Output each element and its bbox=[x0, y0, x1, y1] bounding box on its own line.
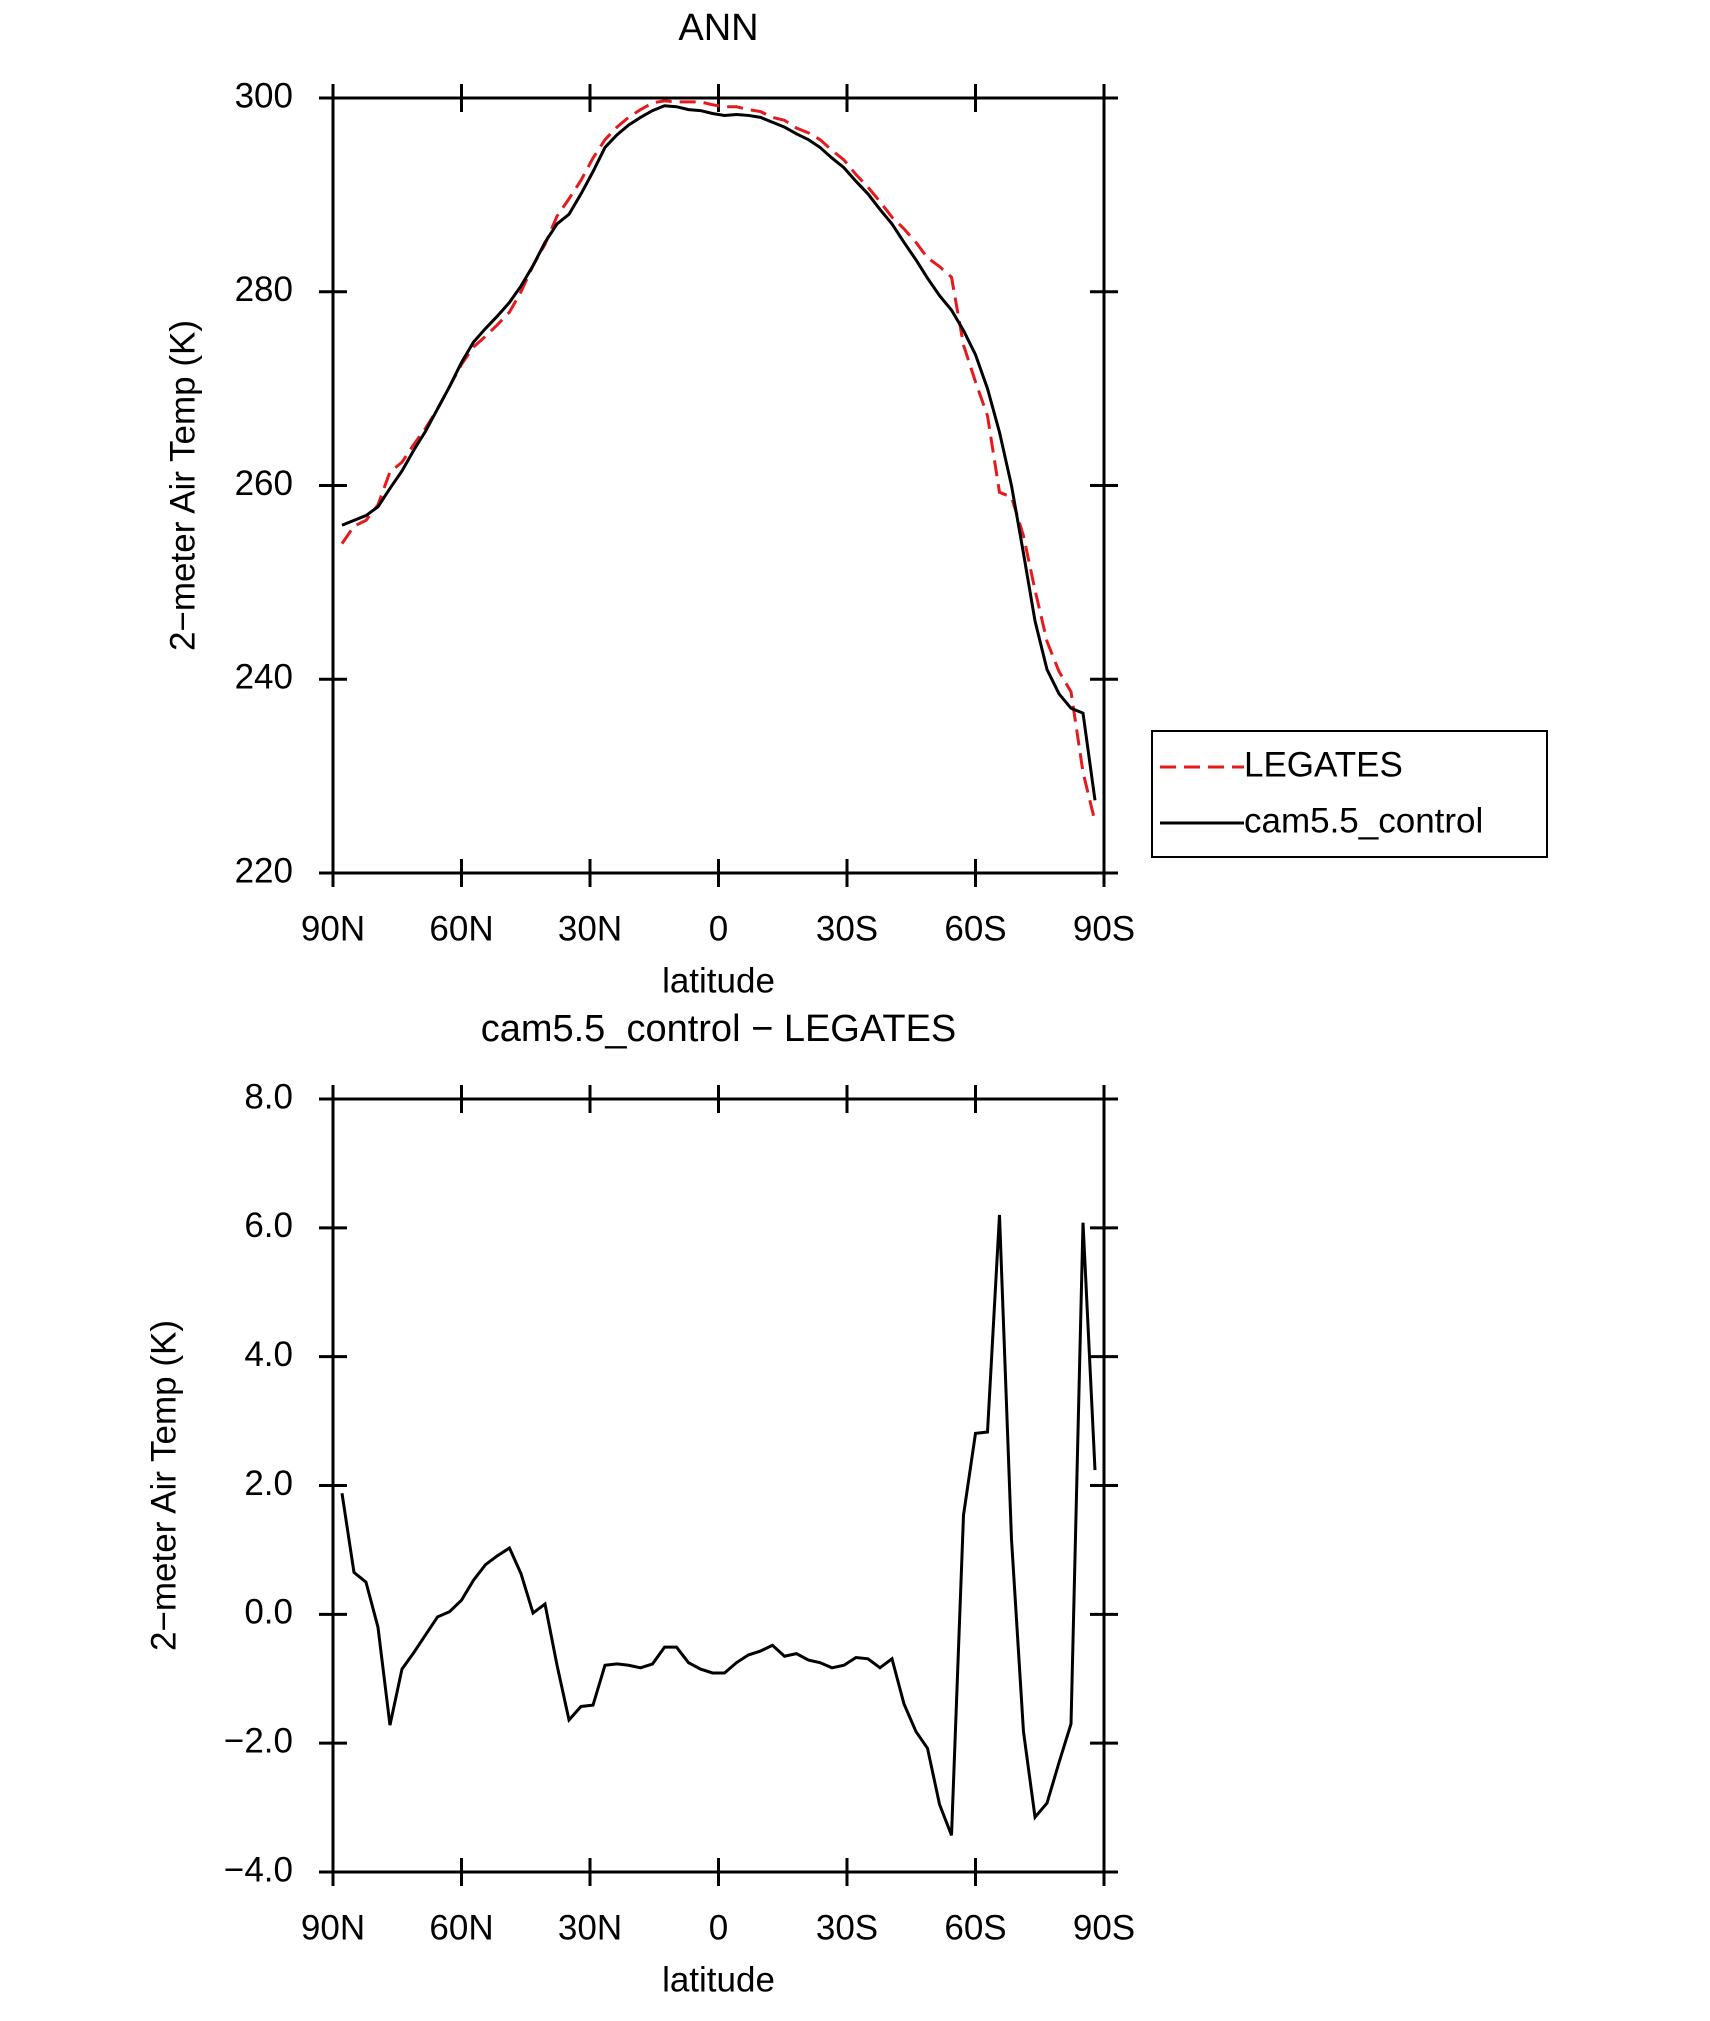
y-tick-label: 6.0 bbox=[244, 1206, 293, 1245]
y-axis-label: 2−meter Air Temp (K) bbox=[144, 1320, 183, 1651]
x-tick-label: 90N bbox=[301, 1908, 365, 1947]
plot-frame bbox=[331, 96, 1106, 875]
x-tick-label: 60S bbox=[944, 1908, 1006, 1947]
x-tick-label: 60N bbox=[429, 1908, 493, 1947]
data-line bbox=[340, 99, 1097, 823]
x-axis-label: latitude bbox=[662, 1960, 775, 1999]
y-tick-label: 4.0 bbox=[244, 1335, 293, 1374]
legend-label: LEGATES bbox=[1244, 745, 1403, 784]
legend-box bbox=[1151, 730, 1548, 858]
data-line bbox=[341, 104, 1097, 801]
x-tick-label: 90N bbox=[301, 909, 365, 948]
x-tick-label: 30S bbox=[816, 1908, 878, 1947]
y-tick-label: 0.0 bbox=[244, 1593, 293, 1632]
chart-title: cam5.5_control − LEGATES bbox=[481, 1008, 957, 1050]
x-tick-label: 30N bbox=[558, 1908, 622, 1947]
y-tick-label: 280 bbox=[235, 270, 293, 309]
legend-label: cam5.5_control bbox=[1244, 801, 1483, 840]
x-tick-label: 90S bbox=[1073, 1908, 1135, 1947]
y-tick-label: 2.0 bbox=[244, 1464, 293, 1503]
y-tick-label: −2.0 bbox=[224, 1721, 293, 1760]
x-tick-label: 0 bbox=[709, 1908, 728, 1947]
chart-title: ANN bbox=[678, 7, 758, 49]
y-tick-label: 240 bbox=[235, 658, 293, 697]
y-tick-label: 260 bbox=[235, 464, 293, 503]
y-tick-label: 220 bbox=[235, 851, 293, 890]
y-tick-label: 8.0 bbox=[244, 1077, 293, 1116]
x-tick-label: 30S bbox=[816, 909, 878, 948]
x-tick-label: 30N bbox=[558, 909, 622, 948]
data-line bbox=[340, 1214, 1097, 1836]
y-axis-label: 2−meter Air Temp (K) bbox=[163, 320, 202, 651]
plot-frame bbox=[331, 1097, 1106, 1874]
x-tick-label: 60S bbox=[944, 909, 1006, 948]
x-tick-label: 60N bbox=[429, 909, 493, 948]
x-tick-label: 90S bbox=[1073, 909, 1135, 948]
x-axis-label: latitude bbox=[662, 961, 775, 1000]
y-tick-label: 300 bbox=[235, 76, 293, 115]
y-tick-label: −4.0 bbox=[224, 1850, 293, 1889]
x-tick-label: 0 bbox=[709, 909, 728, 948]
